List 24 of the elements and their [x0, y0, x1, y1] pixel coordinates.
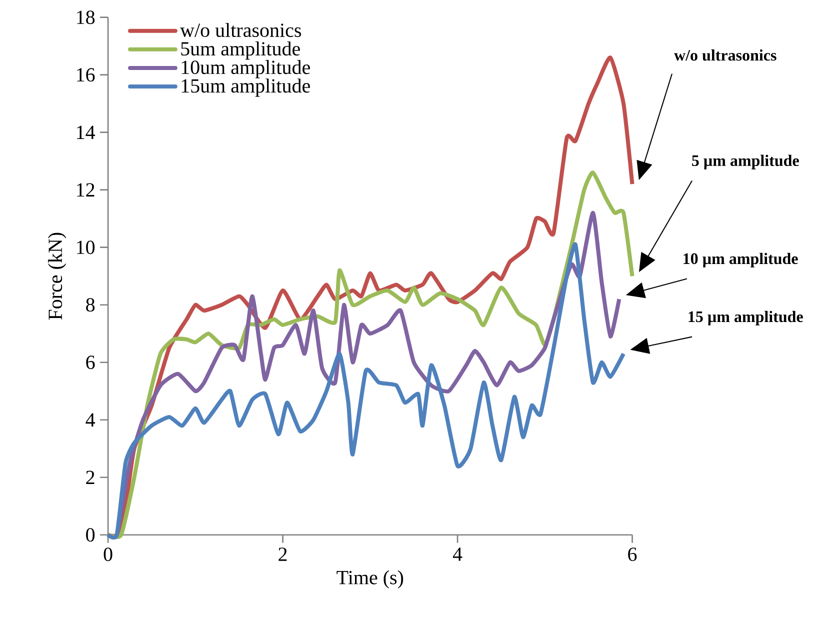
y-tick-label: 0	[86, 528, 95, 542]
x-tick-label: 0	[104, 547, 112, 561]
y-tick-label: 6	[86, 356, 95, 369]
y-tick-label: 2	[86, 470, 94, 484]
y-tick-label: 4	[86, 413, 96, 426]
y-tick-label: 14	[77, 126, 96, 139]
x-axis-title: Time (s)	[336, 570, 404, 588]
legend-label: w/o ultrasonics	[180, 22, 302, 37]
y-tick-label: 12	[77, 183, 94, 196]
legend-label: 5um amplitude	[181, 41, 300, 60]
text: 10 µm amplitude	[684, 252, 798, 268]
text: w/o ultrasonics	[674, 49, 776, 61]
legend-label: 15um amplitude	[182, 78, 310, 97]
x-tick-label: 2	[278, 547, 287, 561]
y-tick-label: 8	[86, 298, 95, 312]
text: 5 µm amplitude	[692, 154, 799, 170]
y-tick-label: 16	[77, 68, 95, 82]
legend-label: 10um amplitude	[182, 60, 310, 78]
y-tick-label: 10	[77, 240, 95, 254]
y-axis-title: Force (kN)	[48, 232, 66, 320]
x-tick-label: 4	[452, 547, 462, 561]
x-tick-label: 6	[628, 547, 637, 561]
text: 15 µm amplitude	[688, 310, 803, 326]
y-tick-label: 18	[77, 10, 95, 24]
